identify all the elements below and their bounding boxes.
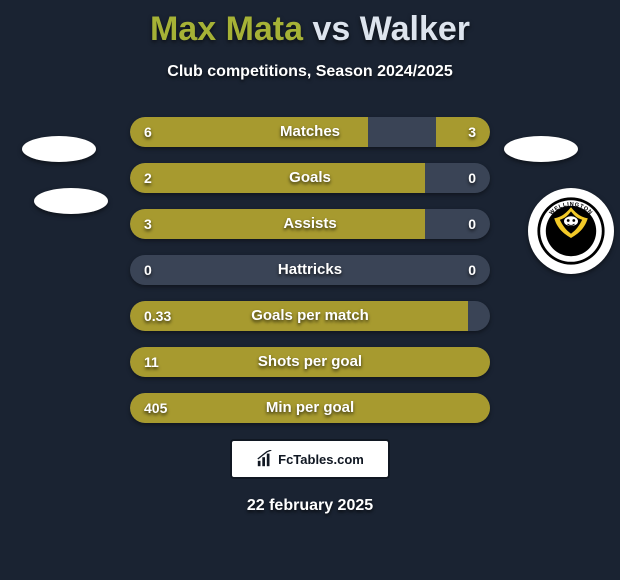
stat-row: 20Goals <box>130 163 490 193</box>
stat-label: Goals <box>130 163 490 193</box>
stat-row: 63Matches <box>130 117 490 147</box>
club-crest: WELLINGTON PHOENIX <box>528 188 614 274</box>
stat-row: 405Min per goal <box>130 393 490 423</box>
subtitle: Club competitions, Season 2024/2025 <box>0 63 620 81</box>
stat-row: 0.33Goals per match <box>130 301 490 331</box>
stat-label: Min per goal <box>130 393 490 423</box>
footer-date: 22 february 2025 <box>0 497 620 515</box>
crest-icon: WELLINGTON PHOENIX <box>536 196 606 266</box>
brand-badge[interactable]: FcTables.com <box>230 439 390 479</box>
avatar-placeholder <box>22 136 96 162</box>
avatar-placeholder <box>34 188 108 214</box>
stat-label: Shots per goal <box>130 347 490 377</box>
stat-row: 30Assists <box>130 209 490 239</box>
player1-name: Max Mata <box>150 10 303 48</box>
comparison-bars: 63Matches 20Goals 30Assists 00Hattricks 0.33… <box>0 117 620 423</box>
stat-label: Assists <box>130 209 490 239</box>
vs-text: vs <box>313 10 351 48</box>
stat-label: Matches <box>130 117 490 147</box>
page-title: Max Mata vs Walker <box>0 10 620 49</box>
avatar-placeholder <box>504 136 578 162</box>
stat-row: 11Shots per goal <box>130 347 490 377</box>
chart-icon <box>256 450 274 468</box>
stat-row: 00Hattricks <box>130 255 490 285</box>
brand-text: FcTables.com <box>278 452 364 467</box>
player2-name: Walker <box>360 10 470 48</box>
stat-label: Goals per match <box>130 301 490 331</box>
stat-label: Hattricks <box>130 255 490 285</box>
